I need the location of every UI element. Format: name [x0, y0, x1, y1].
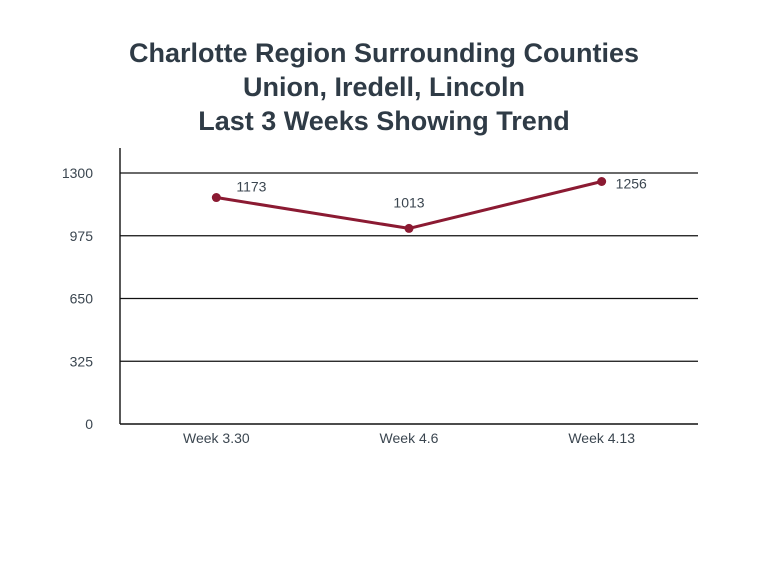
chart-title: Charlotte Region Surrounding Counties Un… — [0, 36, 768, 138]
data-label: 1256 — [616, 175, 647, 191]
data-point — [404, 223, 414, 233]
title-line-3: Last 3 Weeks Showing Trend — [198, 106, 570, 136]
y-tick-label: 650 — [70, 291, 94, 307]
data-label: 1173 — [236, 179, 266, 195]
data-point — [597, 176, 607, 186]
x-tick-label: Week 4.6 — [380, 430, 439, 446]
x-tick-label: Week 4.13 — [568, 430, 635, 446]
data-point — [211, 193, 221, 203]
title-line-2: Union, Iredell, Lincoln — [242, 72, 525, 102]
title-line-1: Charlotte Region Surrounding Counties — [129, 38, 639, 68]
y-tick-label: 975 — [70, 228, 94, 244]
data-label: 1013 — [393, 194, 424, 210]
y-tick-label: 1300 — [62, 165, 93, 181]
y-tick-label: 0 — [85, 416, 93, 432]
x-tick-label: Week 3.30 — [183, 430, 250, 446]
y-tick-label: 325 — [70, 353, 94, 369]
